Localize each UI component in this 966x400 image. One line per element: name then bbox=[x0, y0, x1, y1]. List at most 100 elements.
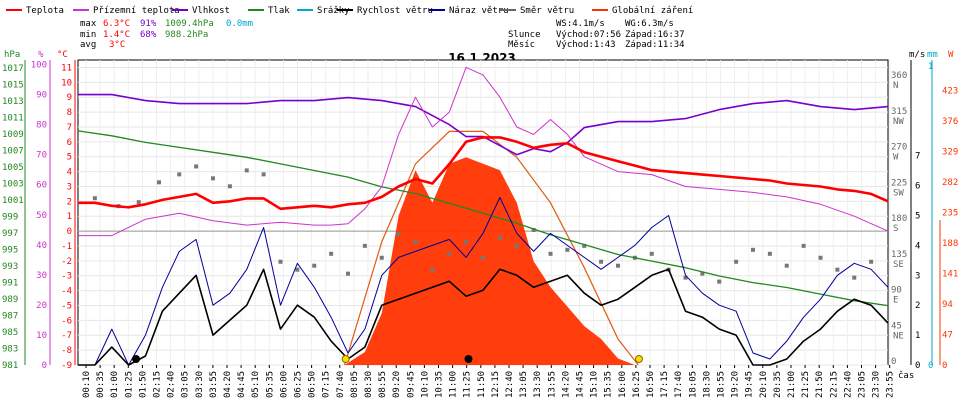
tick-temp: -5 bbox=[61, 301, 72, 311]
tick-pct: 30 bbox=[36, 271, 47, 281]
tick-temp: -7 bbox=[61, 331, 72, 341]
tick-temp: -1 bbox=[61, 242, 72, 252]
stat-min-temp: 1.4°C bbox=[103, 30, 130, 40]
tick-dir-deg: 270 bbox=[891, 143, 907, 153]
moon-label: Měsíc bbox=[508, 40, 535, 50]
stat-min-hum: 68% bbox=[140, 30, 157, 40]
tick-dir-deg: 135 bbox=[891, 250, 907, 260]
x-tick-label: 21:25 bbox=[801, 371, 811, 398]
x-tick-label: 11:00 bbox=[449, 371, 459, 398]
x-tick-label: 03:55 bbox=[209, 371, 219, 398]
tick-hpa: 991 bbox=[2, 279, 18, 289]
tick-dir-deg: 315 bbox=[891, 107, 907, 117]
tick-dir-name: W bbox=[893, 153, 899, 163]
tick-w: 94 bbox=[942, 300, 953, 310]
x-tick-label: 09:45 bbox=[406, 371, 416, 398]
x-tick-label: 19:45 bbox=[745, 371, 755, 398]
tick-dir-name: N bbox=[893, 81, 898, 91]
tick-pct: 50 bbox=[36, 211, 47, 221]
series-ground-temperature bbox=[78, 66, 889, 237]
wind-direction-point bbox=[464, 239, 469, 244]
x-tick-label: 06:50 bbox=[308, 371, 318, 398]
wind-direction-point bbox=[599, 259, 604, 264]
sun-label: Slunce bbox=[508, 30, 541, 40]
tick-w: 282 bbox=[942, 178, 958, 188]
tick-pct: 80 bbox=[36, 121, 47, 131]
x-tick-label: 07:15 bbox=[322, 371, 332, 398]
tick-temp: 9 bbox=[67, 93, 72, 103]
tick-dir-deg: 45 bbox=[891, 321, 902, 331]
tick-dir-deg: 360 bbox=[891, 71, 907, 81]
x-tick-label: 17:15 bbox=[660, 371, 670, 398]
tick-ms: 5 bbox=[915, 211, 920, 221]
wind-direction-point bbox=[329, 251, 334, 256]
axis-header-pct: % bbox=[38, 50, 44, 60]
tick-temp: -6 bbox=[61, 316, 72, 326]
wind-direction-point bbox=[346, 271, 350, 276]
x-tick-label: 00:10 bbox=[82, 371, 92, 398]
wind-direction-point bbox=[869, 259, 874, 264]
stat-max-label: max bbox=[80, 19, 97, 29]
legend-label: Přízemní teplota bbox=[93, 6, 180, 16]
wind-direction-point bbox=[430, 267, 435, 272]
legend-label: Náraz větru bbox=[449, 6, 509, 16]
x-tick-label: 19:20 bbox=[731, 371, 741, 398]
tick-temp: 10 bbox=[61, 78, 72, 88]
tick-dir-name: NE bbox=[893, 331, 904, 341]
x-tick-label: 14:45 bbox=[576, 371, 586, 398]
tick-w: 47 bbox=[942, 331, 953, 341]
tick-temp: -4 bbox=[61, 287, 72, 297]
series-humidity bbox=[78, 93, 889, 156]
wind-direction-point bbox=[514, 243, 519, 248]
moon-marker bbox=[464, 355, 473, 363]
x-tick-label: 23:30 bbox=[872, 371, 882, 398]
series-pressure bbox=[77, 130, 889, 307]
stat-max-press: 1009.4hPa bbox=[165, 19, 214, 29]
series-wind-speed bbox=[78, 268, 889, 366]
tick-w: 423 bbox=[942, 87, 958, 97]
tick-mm: 0 bbox=[928, 361, 933, 371]
x-tick-label: 08:55 bbox=[378, 371, 388, 398]
left-axes: 1017101510131011100910071005100310019999… bbox=[2, 60, 76, 371]
tick-temp: 4 bbox=[67, 168, 72, 178]
legend-label: Globální záření bbox=[612, 6, 693, 16]
wind-direction-point bbox=[497, 235, 502, 240]
wind-direction-point bbox=[734, 259, 739, 264]
tick-ms: 0 bbox=[915, 361, 920, 371]
x-tick-label: 01:00 bbox=[110, 371, 120, 398]
tick-hpa: 985 bbox=[2, 328, 18, 338]
axis-header-hpa: hPa bbox=[4, 50, 20, 60]
tick-pct: 70 bbox=[36, 151, 47, 161]
x-tick-label: 00:35 bbox=[96, 371, 106, 398]
tick-mm: 1 bbox=[928, 62, 933, 72]
wind-direction-point bbox=[413, 239, 418, 244]
wind-direction-point bbox=[261, 172, 266, 177]
legend-label: Teplota bbox=[26, 6, 64, 16]
x-tick-label: 11:25 bbox=[463, 371, 473, 398]
x-tick-label: 07:40 bbox=[336, 371, 346, 398]
wind-direction-point bbox=[818, 255, 823, 260]
x-tick-label: 03:30 bbox=[195, 371, 205, 398]
tick-ms: 6 bbox=[915, 182, 920, 192]
x-tick-label: 13:55 bbox=[547, 371, 557, 398]
x-tick-label: 11:50 bbox=[477, 371, 487, 398]
tick-dir-name: SW bbox=[893, 188, 904, 198]
tick-hpa: 1017 bbox=[2, 64, 24, 74]
tick-hpa: 1013 bbox=[2, 97, 24, 107]
wind-direction-point bbox=[177, 172, 182, 177]
x-tick-label: 23:05 bbox=[858, 371, 868, 398]
moon-set: Západ:11:34 bbox=[625, 40, 685, 50]
x-tick-label: 16:50 bbox=[646, 371, 656, 398]
stat-avg-temp: 3°C bbox=[109, 40, 125, 50]
wind-direction-point bbox=[396, 231, 401, 236]
wind-direction-point bbox=[784, 263, 789, 268]
x-tick-label: 01:25 bbox=[124, 371, 134, 398]
tick-w: 329 bbox=[942, 148, 958, 158]
x-tick-label: 09:20 bbox=[392, 371, 402, 398]
tick-pct: 90 bbox=[36, 91, 47, 101]
stat-min-label: min bbox=[80, 30, 96, 40]
tick-w: 141 bbox=[942, 270, 958, 280]
x-tick-label: 21:50 bbox=[815, 371, 825, 398]
tick-temp: 3 bbox=[67, 182, 72, 192]
